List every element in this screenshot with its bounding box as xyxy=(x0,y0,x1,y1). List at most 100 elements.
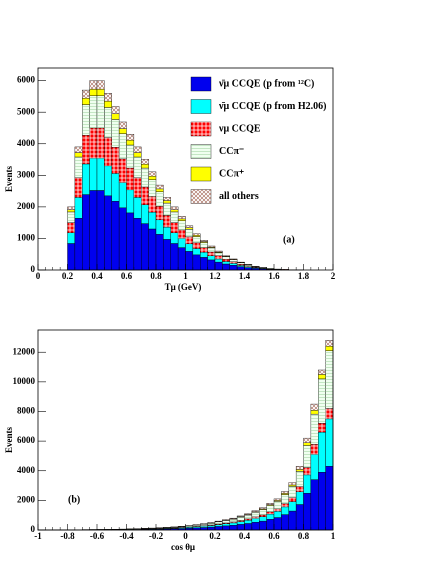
bar-segment xyxy=(111,200,120,271)
bar-pattern xyxy=(318,378,326,424)
bar-segment xyxy=(325,466,334,531)
bar-segment xyxy=(74,152,83,158)
bar-pattern xyxy=(251,267,260,268)
bar-pattern xyxy=(104,93,112,102)
bar-segment xyxy=(126,212,135,271)
bar-pattern xyxy=(266,505,274,512)
bar-pattern xyxy=(200,240,208,242)
x-tick-label: -1 xyxy=(34,531,42,541)
x-tick-label: 0.2 xyxy=(209,531,221,541)
bar-segment xyxy=(177,247,186,271)
bar-segment xyxy=(163,239,171,271)
x-tick-label: 0.2 xyxy=(62,271,74,281)
bar-segment xyxy=(318,432,326,473)
bar-segment xyxy=(236,524,245,531)
bar-pattern xyxy=(251,516,260,519)
bar-segment xyxy=(74,197,83,219)
bar-segment xyxy=(214,524,223,527)
bar-pattern xyxy=(237,515,245,517)
bar-segment xyxy=(281,514,289,531)
bar-pattern xyxy=(133,177,142,198)
bar-segment xyxy=(177,238,186,248)
bar-pattern xyxy=(185,525,193,527)
bar-segment xyxy=(303,442,312,446)
bar-segment xyxy=(155,219,164,235)
bar-pattern xyxy=(222,255,230,257)
bar-segment xyxy=(148,212,157,230)
bar-pattern xyxy=(148,196,156,213)
x-tick-label: 0 xyxy=(36,271,41,281)
bar-pattern xyxy=(111,119,120,148)
bar-pattern xyxy=(237,264,245,266)
bar-segment xyxy=(185,243,194,252)
bar-segment xyxy=(141,164,149,169)
bar-pattern xyxy=(215,523,223,525)
y-tick-label: 3000 xyxy=(17,169,36,179)
bar-segment xyxy=(118,207,127,271)
bar-pattern xyxy=(126,134,134,141)
x-tick-label: -0.8 xyxy=(60,531,75,541)
bar-segment xyxy=(266,519,275,531)
bar-pattern xyxy=(74,157,83,178)
bar-pattern xyxy=(178,220,186,230)
legend-label: CCπ⁻ xyxy=(219,146,244,157)
bar-pattern xyxy=(207,247,215,253)
bar-pattern xyxy=(148,171,156,177)
legend-label: ν̄μ CCQE (p from H2.06) xyxy=(218,101,326,112)
bar-pattern xyxy=(215,251,223,253)
bar-pattern xyxy=(67,211,75,223)
bar-pattern xyxy=(303,467,311,475)
bar-pattern xyxy=(200,247,208,253)
bar-segment xyxy=(104,165,112,197)
bar-pattern xyxy=(119,121,127,129)
bar-pattern xyxy=(74,177,83,198)
bar-pattern xyxy=(229,519,238,522)
y-tick-label: 4000 xyxy=(17,465,36,475)
bar-pattern xyxy=(244,265,252,267)
bar-pattern xyxy=(310,444,319,455)
bar-pattern xyxy=(244,518,252,521)
bar-pattern xyxy=(156,206,164,220)
bar-segment xyxy=(67,232,76,244)
bar-pattern xyxy=(207,252,215,256)
bar-segment xyxy=(185,251,194,271)
y-tick-label: 2000 xyxy=(17,201,36,211)
bar-segment xyxy=(288,501,297,512)
bar-segment xyxy=(295,504,304,531)
bar-segment xyxy=(295,469,304,472)
bar-pattern xyxy=(215,521,223,524)
x-tick-label: 0.8 xyxy=(298,531,310,541)
bar-segment xyxy=(214,261,223,271)
x-tick-label: 0.4 xyxy=(239,531,251,541)
x-tick-label: 0.6 xyxy=(121,271,133,281)
bar-segment xyxy=(141,223,149,271)
bar-segment xyxy=(207,526,216,531)
bar-pattern xyxy=(156,527,164,529)
bar-segment xyxy=(295,491,304,505)
bar-segment xyxy=(273,517,282,531)
bar-segment xyxy=(148,176,157,180)
bar-pattern xyxy=(126,168,134,190)
bar-segment xyxy=(259,520,267,531)
annotation: (b) xyxy=(68,494,80,505)
bar-pattern xyxy=(156,185,164,189)
bar-pattern xyxy=(244,264,252,266)
bar-pattern xyxy=(244,513,252,515)
bar-segment xyxy=(310,454,319,480)
bar-segment xyxy=(325,418,334,467)
bar-segment xyxy=(67,209,76,213)
x-tick-label: 2 xyxy=(331,271,336,281)
bar-pattern xyxy=(163,197,171,201)
bar-pattern xyxy=(97,127,105,159)
bar-pattern xyxy=(89,127,97,159)
bar-pattern xyxy=(192,233,201,236)
bar-segment xyxy=(111,113,120,120)
bar-pattern xyxy=(126,145,134,169)
bar-pattern xyxy=(310,414,319,445)
bar-segment xyxy=(155,188,164,192)
bar-segment xyxy=(82,194,90,271)
bar-pattern xyxy=(296,486,304,492)
bar-segment xyxy=(96,190,105,271)
bar-pattern xyxy=(89,80,97,90)
bar-pattern xyxy=(222,259,230,262)
